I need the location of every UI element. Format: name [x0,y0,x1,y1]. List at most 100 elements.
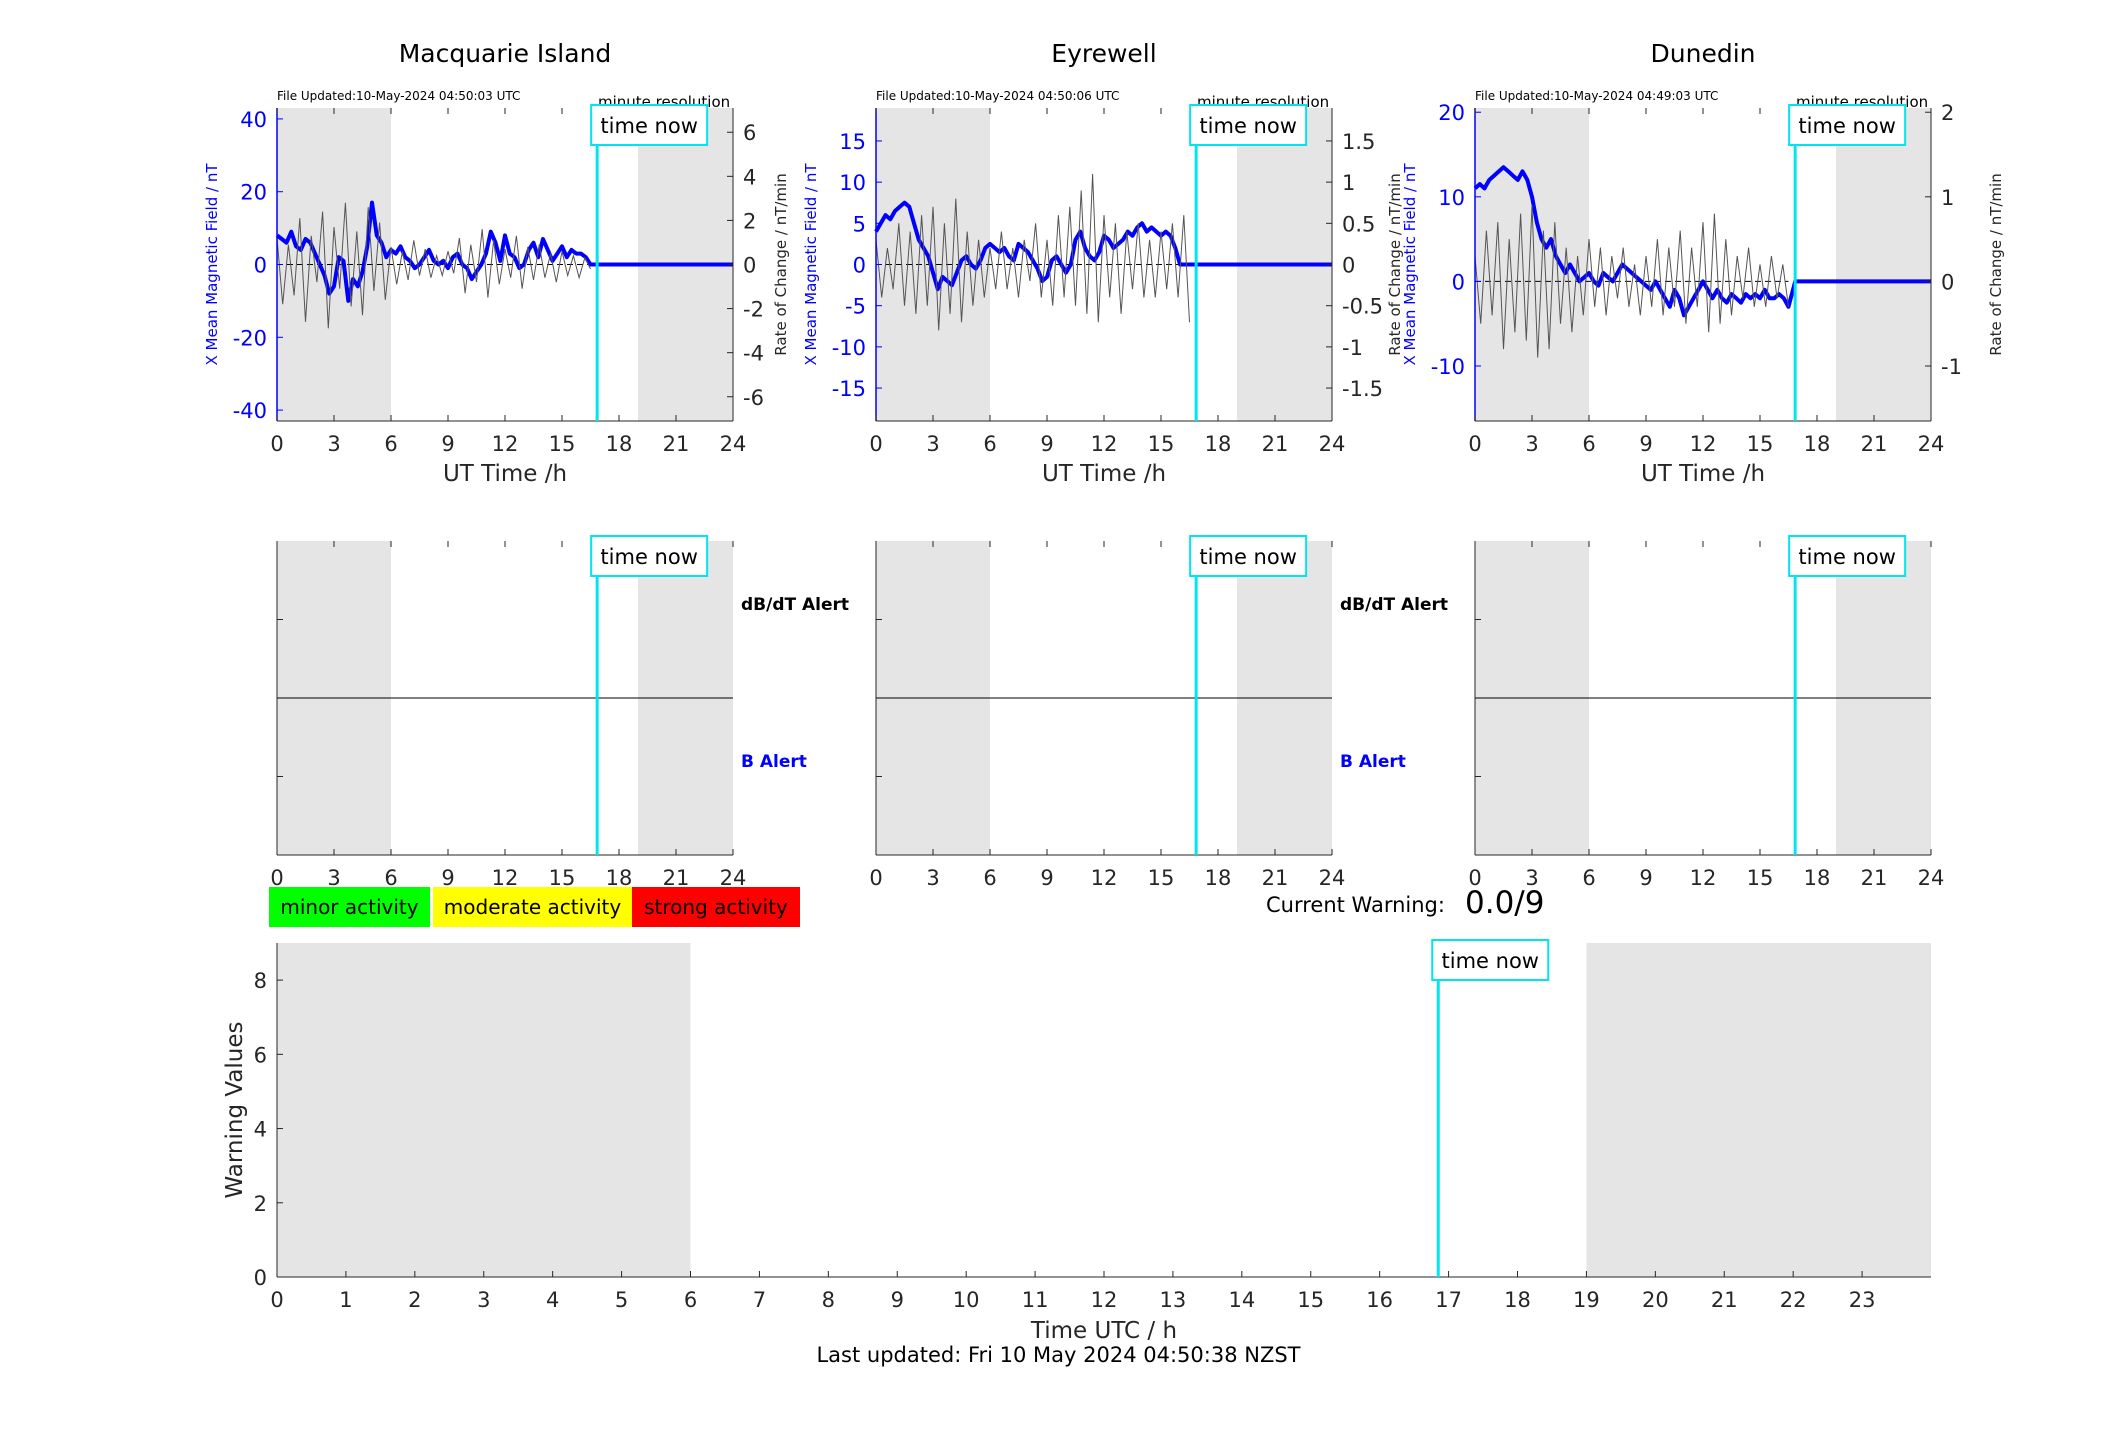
y-tick-label-right: 2 [743,209,756,233]
time-now-box [1788,104,1907,146]
y-tick-label: 0 [254,1266,267,1290]
x-tick-label: 17 [1435,1288,1462,1312]
time-now-label: time now [1199,114,1296,138]
y-tick-label-right: -6 [743,386,764,410]
x-axis-label: UT Time /h [1042,461,1166,487]
y-tick-label-right: -1 [1941,355,1962,379]
time-now-label: time now [1798,545,1895,569]
y-tick-label-left: 15 [839,130,866,154]
y-tick-label-left: 0 [1452,270,1465,294]
x-tick-label: 6 [983,866,996,890]
y-tick-label-left: 40 [240,108,267,132]
y-tick-label-left: 0 [254,254,267,278]
x-tick-label: 8 [822,1288,835,1312]
b-alert-label: B Alert [1340,752,1406,772]
x-tick-label: 21 [1711,1288,1738,1312]
x-tick-label: 6 [1582,866,1595,890]
x-tick-label: 1 [339,1288,352,1312]
time-now-box [1431,939,1550,981]
x-tick-label: 9 [1040,866,1053,890]
x-tick-label: 11 [1022,1288,1049,1312]
time-now-label: time now [1442,949,1539,973]
y-axis-label-right: Rate of Change / nT/min [772,173,790,355]
x-tick-label: 3 [1525,432,1538,456]
x-tick-label: 5 [615,1288,628,1312]
x-tick-label: 3 [327,866,340,890]
x-tick-label: 6 [684,1288,697,1312]
time-now-label: time now [600,114,697,138]
station-title: Eyrewell [1051,39,1156,68]
y-axis-label-right: Rate of Change / nT/min [1386,173,1404,355]
x-tick-label: 4 [546,1288,559,1312]
x-tick-label: 18 [1205,432,1232,456]
y-tick-label-left: -20 [233,326,267,350]
y-tick-label-left: 0 [853,254,866,278]
x-tick-label: 18 [606,866,633,890]
file-updated: File Updated:10-May-2024 04:50:06 UTC [876,89,1119,103]
x-tick-label: 6 [384,432,397,456]
x-tick-label: 9 [1639,432,1652,456]
y-tick-label-left: 20 [240,181,267,205]
y-tick-label-right: -0.5 [1342,295,1383,319]
b-alert-label: B Alert [741,752,807,772]
x-axis-label: Time UTC / h [1030,1318,1177,1344]
x-tick-label: 15 [549,432,576,456]
x-tick-label: 16 [1366,1288,1393,1312]
x-tick-label: 7 [753,1288,766,1312]
x-tick-label: 3 [327,432,340,456]
y-tick-label-left: -10 [832,336,866,360]
x-tick-label: 12 [492,432,519,456]
time-now-box [1189,535,1308,577]
x-tick-label: 24 [1319,432,1346,456]
x-tick-label: 3 [926,866,939,890]
y-tick-label-right: -4 [743,342,764,366]
y-tick-label-right: 0 [1941,270,1954,294]
rate-series [276,202,591,329]
y-tick-label-right: -1.5 [1342,377,1383,401]
y-axis-label-left: X Mean Magnetic Field / nT [1401,163,1419,366]
x-tick-label: 15 [1148,432,1175,456]
x-tick-label: 12 [1091,432,1118,456]
x-tick-label: 9 [441,432,454,456]
x-tick-label: 21 [1262,866,1289,890]
time-now-box [1189,104,1308,146]
y-tick-label-left: 10 [1438,186,1465,210]
y-axis-label: Warning Values [222,1021,248,1198]
x-tick-label: 23 [1849,1288,1876,1312]
dbdt-alert-label: dB/dT Alert [741,595,849,615]
x-tick-label: 0 [270,432,283,456]
y-tick-label-left: -40 [233,399,267,423]
x-tick-label: 3 [1525,866,1538,890]
y-axis-label-left: X Mean Magnetic Field / nT [203,163,221,366]
x-tick-label: 9 [891,1288,904,1312]
y-tick-label: 6 [254,1043,267,1067]
x-tick-label: 15 [1297,1288,1324,1312]
x-tick-label: 20 [1642,1288,1669,1312]
y-tick-label: 8 [254,969,267,993]
x-tick-label: 12 [492,866,519,890]
y-tick-label-right: 1 [1342,171,1355,195]
x-tick-label: 12 [1690,866,1717,890]
x-tick-label: 0 [869,432,882,456]
x-tick-label: 2 [408,1288,421,1312]
alert-panel-1: 0 3 6 9 12 15 18 21 24 dB/dT Alert B Alert time now [869,535,1448,890]
x-tick-label: 21 [663,432,690,456]
x-tick-label: 18 [1504,1288,1531,1312]
y-tick-label-right: -1 [1342,336,1363,360]
time-now-box [1788,535,1907,577]
x-tick-label: 0 [1468,866,1481,890]
alert-panel-0: 0 3 6 9 12 15 18 21 24 dB/dT Alert B Alert time now [270,535,849,890]
y-tick-label-right: 1.5 [1342,130,1375,154]
x-tick-label: 22 [1780,1288,1807,1312]
x-tick-label: 24 [1918,866,1945,890]
time-now-label: time now [1199,545,1296,569]
y-tick-label-right: 2 [1941,101,1954,125]
x-tick-label: 15 [1148,866,1175,890]
time-now-box [590,535,709,577]
y-tick-label: 2 [254,1192,267,1216]
night-shade [277,108,391,421]
field-series [874,200,1332,292]
dbdt-alert-label: dB/dT Alert [1340,595,1448,615]
x-tick-label: 21 [1262,432,1289,456]
x-tick-label: 12 [1690,432,1717,456]
